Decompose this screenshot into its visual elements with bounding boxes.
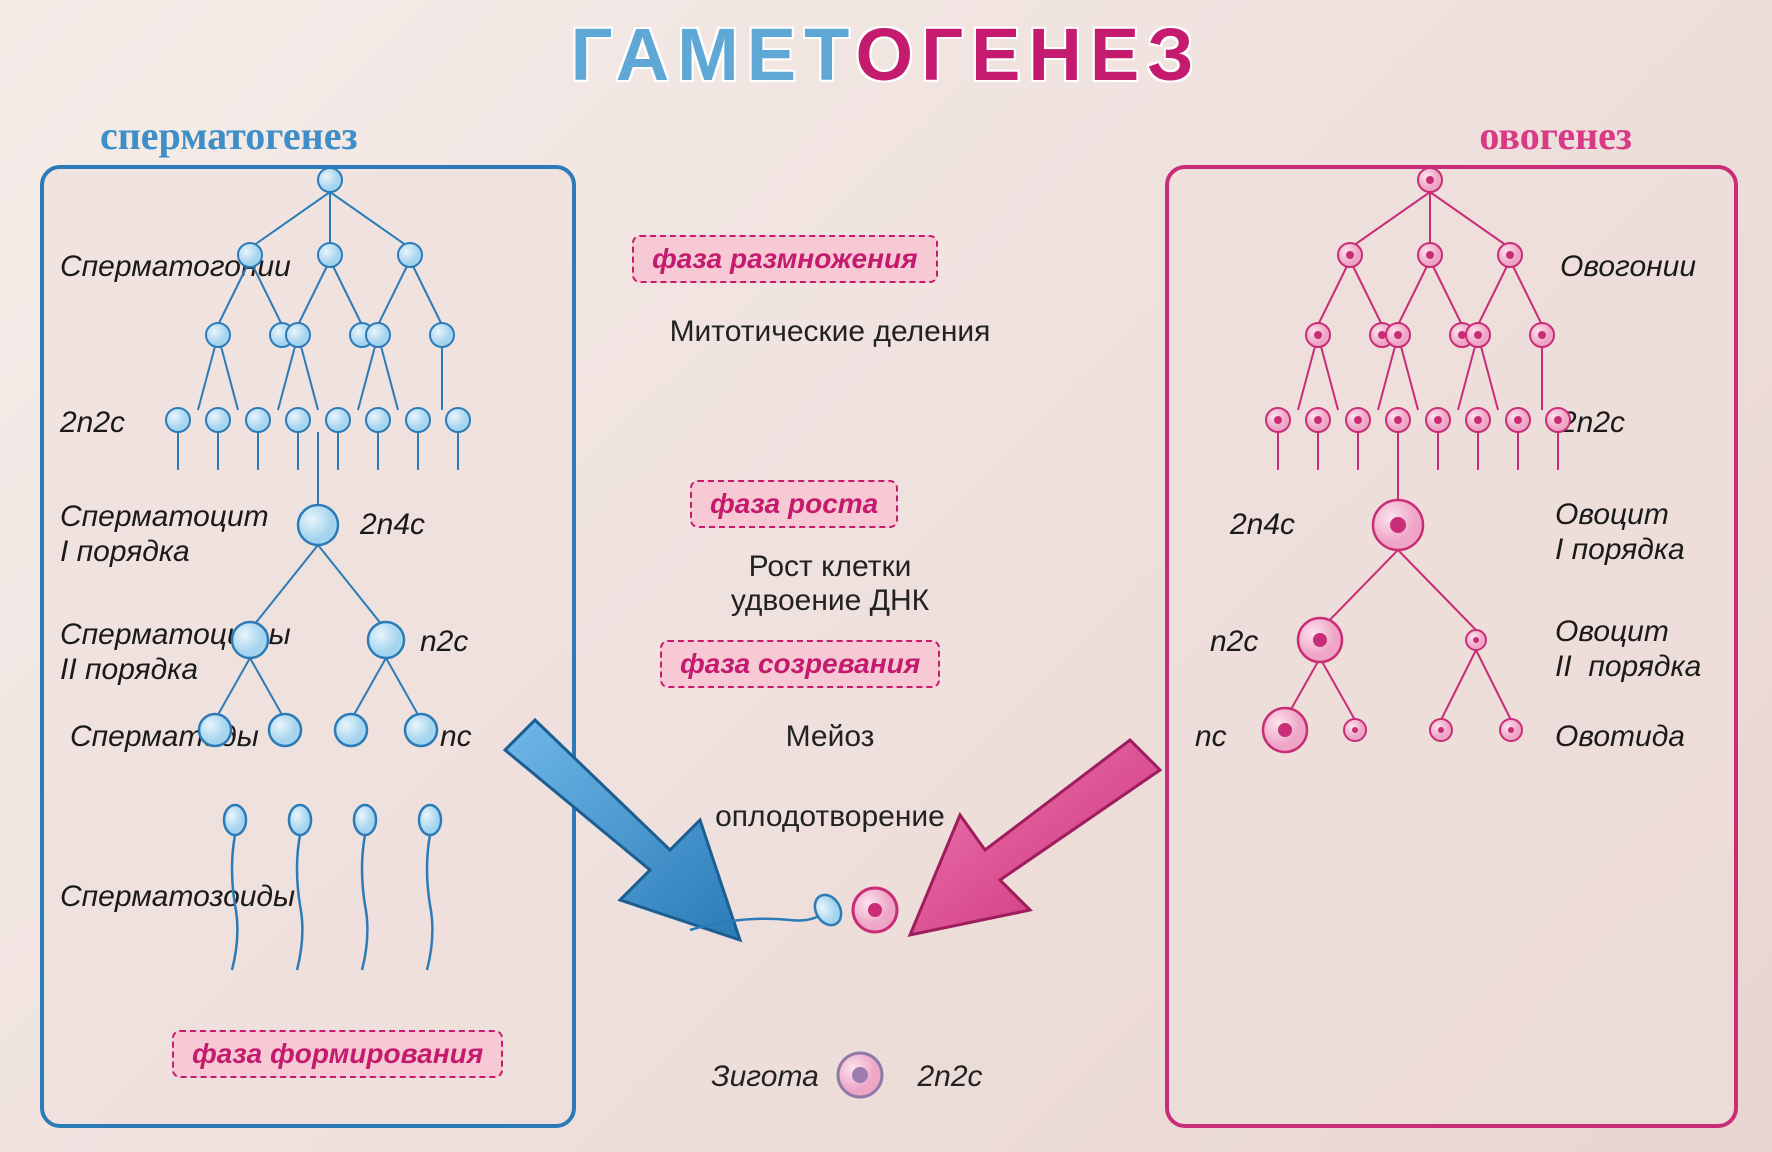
- pink-arrow: [910, 740, 1160, 935]
- spermatozoa: [224, 805, 441, 970]
- diagram-svg: [0, 0, 1772, 1152]
- left-tree-lines: [178, 192, 458, 720]
- blue-arrow: [505, 720, 740, 940]
- right-tree-nodes: [1263, 168, 1570, 752]
